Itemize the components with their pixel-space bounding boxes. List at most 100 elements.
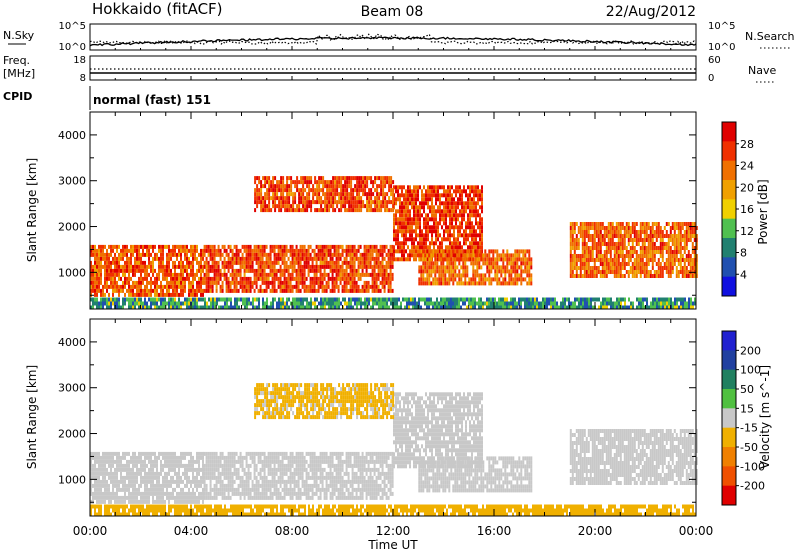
heatmap-cell	[102, 288, 104, 293]
heatmap-cell	[479, 233, 481, 238]
heatmap-cell	[315, 272, 318, 277]
heatmap-cell	[333, 268, 336, 273]
heatmap-cell	[474, 277, 477, 282]
heatmap-cell	[477, 245, 479, 250]
heatmap-cell	[605, 226, 608, 230]
heatmap-cell	[554, 301, 556, 306]
heatmap-cell	[273, 268, 276, 273]
heatmap-cell	[454, 301, 456, 306]
heatmap-cell	[341, 264, 344, 269]
heatmap-cell	[320, 188, 323, 193]
heatmap-cell	[422, 269, 425, 274]
heatmap-cell	[302, 176, 305, 181]
heatmap-cell	[612, 305, 614, 310]
heatmap-cell	[613, 242, 616, 246]
heatmap-cell	[484, 261, 487, 266]
heatmap-cell	[415, 213, 417, 218]
heatmap-cell	[168, 284, 170, 289]
heatmap-cell	[328, 200, 331, 205]
heatmap-cell	[345, 244, 348, 249]
heatmap-cell	[225, 288, 228, 293]
heatmap-cell	[160, 305, 162, 310]
heatmap-cell	[401, 205, 403, 210]
heatmap-cell	[477, 193, 479, 198]
heatmap-cell	[343, 288, 346, 293]
heatmap-cell	[182, 280, 184, 285]
heatmap-cell	[160, 260, 162, 265]
heatmap-cell	[138, 288, 140, 293]
heatmap-cell	[665, 246, 668, 250]
heatmap-cell	[140, 268, 142, 273]
heatmap-cell	[339, 276, 342, 281]
power-colorbar-label: Power [dB]	[756, 179, 770, 244]
heatmap-cell	[689, 238, 692, 242]
heatmap-cell	[344, 176, 347, 181]
heatmap-cell	[124, 272, 126, 277]
heatmap-cell	[536, 305, 538, 310]
heatmap-cell	[357, 288, 360, 293]
heatmap-cell	[325, 280, 328, 285]
heatmap-cell	[307, 260, 310, 265]
heatmap-cell	[162, 244, 164, 249]
heatmap-cell	[677, 242, 680, 246]
heatmap-cell	[584, 305, 586, 310]
heatmap-cell	[659, 274, 662, 278]
heatmap-cell	[285, 284, 288, 289]
heatmap-cell	[256, 196, 259, 201]
heatmap-cell	[470, 297, 472, 302]
heatmap-cell	[616, 301, 618, 306]
heatmap-cell	[108, 305, 110, 310]
heatmap-cell	[431, 241, 433, 246]
heatmap-cell	[452, 301, 454, 306]
heatmap-cell	[494, 273, 497, 278]
heatmap-cell	[399, 221, 401, 226]
heatmap-cell	[134, 268, 136, 273]
heatmap-cell	[427, 257, 429, 262]
heatmap-cell	[445, 201, 447, 206]
heatmap-cell	[466, 265, 469, 270]
heatmap-cell	[637, 234, 640, 238]
heatmap-cell	[691, 230, 694, 234]
heatmap-cell	[484, 257, 487, 262]
heatmap-cell	[106, 301, 108, 306]
heatmap-cell	[575, 258, 578, 262]
heatmap-cell	[215, 276, 218, 281]
heatmap-cell	[464, 301, 466, 306]
heatmap-cell	[275, 276, 278, 281]
heatmap-cell	[351, 284, 354, 289]
heatmap-cell	[256, 305, 258, 310]
heatmap-cell	[323, 284, 326, 289]
heatmap-cell	[358, 196, 361, 201]
heatmap-cell	[599, 230, 602, 234]
heatmap-cell	[254, 192, 257, 197]
heatmap-cell	[253, 256, 256, 261]
heatmap-cell	[329, 260, 332, 265]
y-tick-label: 2000	[58, 221, 86, 234]
heatmap-cell	[266, 188, 269, 193]
heatmap-cell	[464, 261, 467, 266]
heatmap-cell	[94, 260, 96, 265]
heatmap-cell	[382, 184, 385, 189]
heatmap-cell	[350, 204, 353, 209]
heatmap-cell	[420, 305, 422, 310]
heatmap-cell	[283, 252, 286, 257]
heatmap-cell	[534, 301, 536, 306]
heatmap-cell	[309, 284, 312, 289]
heatmap-cell	[639, 266, 642, 270]
heatmap-cell	[382, 180, 385, 185]
heatmap-cell	[662, 301, 664, 306]
heatmap-cell	[154, 280, 156, 285]
heatmap-cell	[306, 305, 308, 310]
heatmap-cell	[188, 264, 190, 269]
heatmap-cell	[241, 252, 244, 257]
heatmap-cell	[618, 297, 620, 302]
heatmap-cell	[90, 491, 92, 496]
heatmap-cell	[407, 221, 409, 226]
heatmap-cell	[278, 188, 281, 193]
heatmap-cell	[92, 451, 94, 456]
heatmap-cell	[528, 273, 531, 278]
heatmap-cell	[479, 197, 481, 202]
heatmap-cell	[231, 252, 234, 257]
heatmap-cell	[331, 288, 334, 293]
heatmap-cell	[264, 301, 266, 306]
